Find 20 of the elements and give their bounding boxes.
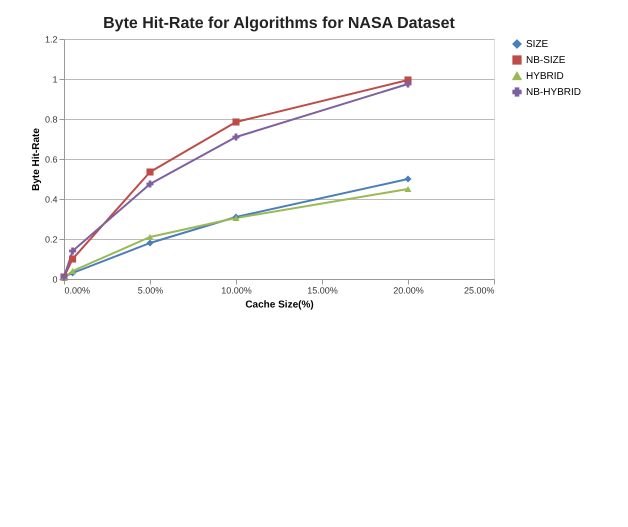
x-tick-label: 5.00% (138, 286, 164, 296)
x-tick-label: 0.00% (64, 286, 90, 296)
x-tick-label: 25.00% (464, 286, 494, 296)
y-tick-label: 0 (52, 274, 58, 284)
legend-label: NB-SIZE (526, 55, 566, 66)
y-tick-label: 1 (52, 74, 58, 84)
y-tick-label: 0.8 (44, 114, 58, 124)
legend-label: HYBRID (526, 71, 564, 82)
legend-label: SIZE (526, 39, 549, 50)
legend-label: NB-HYBRID (526, 87, 582, 98)
x-tick-label: 10.00% (221, 286, 252, 296)
y-tick-label: 0.6 (44, 154, 58, 164)
x-tick-label: 20.00% (393, 286, 424, 296)
x-tick-label: 15.00% (307, 286, 338, 296)
chart-title: Byte Hit-Rate for Algorithms for NASA Dataset (103, 15, 456, 32)
y-tick-label: 1.2 (44, 34, 58, 44)
y-tick-label: 0.4 (44, 194, 58, 204)
y-tick-label: 0.2 (44, 234, 58, 244)
y-axis-title: Byte Hit-Rate (30, 128, 42, 191)
x-axis-title: Cache Size(%) (245, 300, 314, 310)
